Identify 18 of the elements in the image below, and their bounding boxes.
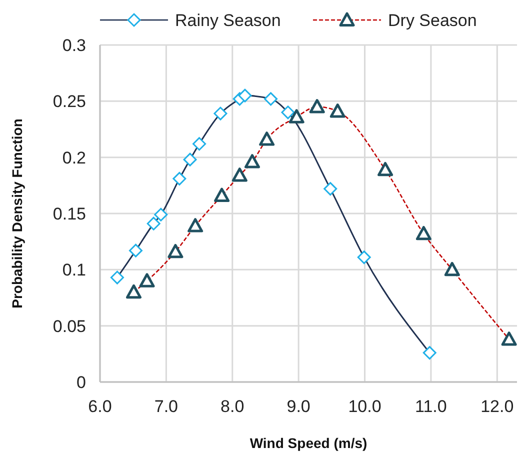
x-tick-label: 6.0 xyxy=(88,397,112,416)
x-tick-label: 12.0 xyxy=(480,397,514,416)
legend-label: Rainy Season xyxy=(175,10,281,30)
x-tick-label: 11.0 xyxy=(415,397,447,416)
x-tick-label: 10.0 xyxy=(348,397,382,416)
x-tick-label: 7.0 xyxy=(154,397,178,416)
x-tick-label: 8.0 xyxy=(220,397,244,416)
y-tick-label: 0.25 xyxy=(52,92,86,112)
y-tick-label: 0.05 xyxy=(52,316,86,336)
y-tick-label: 0.2 xyxy=(62,148,86,168)
x-tick-label: 9.0 xyxy=(286,397,310,416)
y-tick-label: 0.1 xyxy=(62,260,86,280)
x-axis-title: Wind Speed (m/s) xyxy=(250,435,368,451)
y-tick-label: 0.3 xyxy=(62,36,86,55)
y-axis-title: Probability Density Function xyxy=(9,118,25,308)
y-tick-label: 0 xyxy=(76,372,86,392)
legend-label: Dry Season xyxy=(388,10,477,30)
y-tick-label: 0.15 xyxy=(52,204,86,224)
